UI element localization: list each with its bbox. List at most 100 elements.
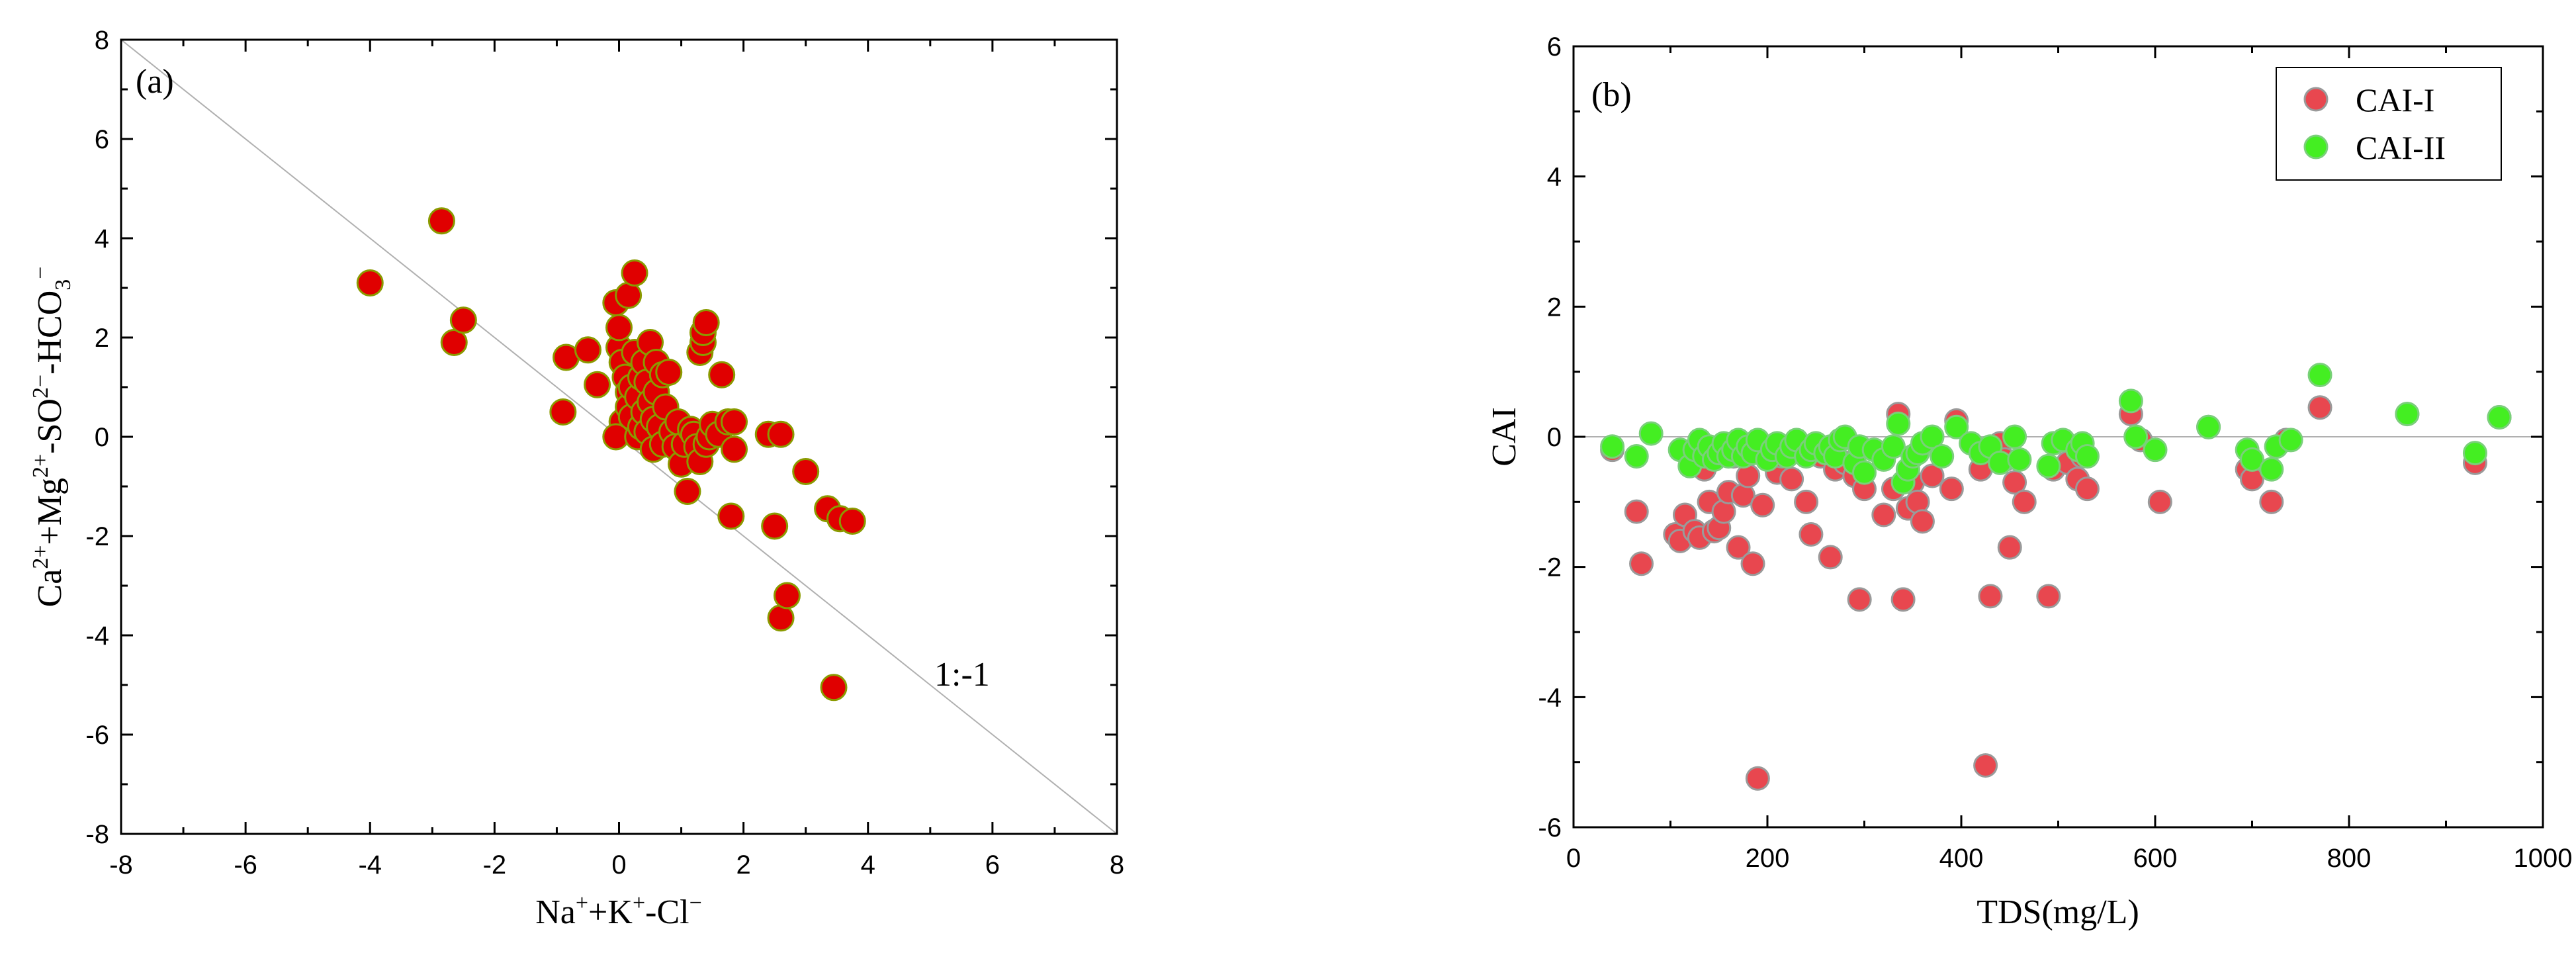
b-xtick-label: 400	[1939, 844, 1984, 873]
data-point	[708, 361, 736, 388]
data-point-cai-ii	[2036, 453, 2061, 478]
data-point-cai-i	[2074, 476, 2100, 502]
data-point-cai-ii	[2074, 444, 2100, 469]
data-point-cai-i	[1847, 587, 1872, 612]
data-point-cai-i	[1750, 492, 1775, 518]
data-point	[717, 502, 745, 530]
a-ytick-label: -8	[85, 820, 109, 849]
a-xtick-label: 2	[736, 850, 751, 880]
data-point-cai-ii	[1624, 444, 1649, 469]
data-point-cai-i	[1794, 489, 1819, 514]
data-point-cai-ii	[2002, 424, 2027, 449]
b-xtick-label: 200	[1746, 844, 1790, 873]
data-point	[721, 435, 748, 463]
data-point-cai-ii	[1886, 411, 1911, 436]
data-point	[674, 478, 701, 505]
a-ytick-label: -2	[85, 522, 109, 551]
data-point	[820, 674, 848, 702]
b-ytick-label: -4	[1538, 683, 1562, 712]
b-ytick-label: 4	[1547, 163, 1562, 192]
data-point-cai-i	[1973, 753, 1998, 778]
data-point-cai-i	[1939, 476, 1964, 502]
legend-label-cai-ii: CAI-II	[2356, 129, 2446, 166]
data-point-cai-i	[1890, 587, 1916, 612]
a-xtick-label: -2	[483, 850, 507, 880]
scatter-points-a	[356, 207, 866, 702]
a-xtick-label: 6	[985, 850, 1000, 880]
data-point-cai-i	[1799, 522, 1824, 547]
data-point-cai-ii	[2196, 414, 2221, 439]
data-point	[655, 359, 683, 386]
data-point-cai-ii	[2462, 441, 2487, 466]
x-axis-label-b: TDS(mg/L)	[1976, 893, 2139, 931]
a-ytick-label: 8	[95, 26, 109, 55]
data-point-cai-ii	[2307, 363, 2332, 388]
legend-box	[2276, 67, 2502, 181]
data-point-cai-ii	[2395, 402, 2420, 427]
data-point-cai-i	[1978, 584, 2003, 609]
data-point-cai-i	[2147, 489, 2172, 514]
data-point-cai-ii	[2278, 428, 2303, 453]
data-point-cai-ii	[1930, 444, 1955, 469]
data-point-cai-i	[2307, 395, 2332, 420]
a-xtick-label: -4	[358, 850, 382, 880]
legend: CAI-I CAI-II	[2276, 67, 2502, 181]
b-xtick-label: 0	[1566, 844, 1581, 873]
data-point	[761, 512, 789, 540]
panel-a: -8 -6 -4 -2 0 2 4 6 8 -8 -6 -4 -2 0 2 4 6 8 (a) 1:-1 Na++…	[28, 26, 1124, 931]
data-point-cai-ii	[1852, 460, 1877, 485]
legend-label-cai-i: CAI-I	[2356, 81, 2434, 118]
a-xtick-label: 4	[861, 850, 875, 880]
y-axis-label-b: CAI	[1486, 407, 1523, 467]
b-ytick-label: 2	[1547, 293, 1562, 322]
data-point-cai-i	[1726, 535, 1751, 560]
data-point-cai-i	[1745, 766, 1770, 791]
panel-b: 0 200 400 600 800 1000 -6 -4 -2 0 2 4 6 (b) TDS(mg/L…	[1486, 32, 2572, 931]
data-point-cai-ii	[1944, 414, 1969, 439]
b-xtick-label: 600	[2133, 844, 2178, 873]
a-ytick-label: -6	[85, 721, 109, 750]
data-point-cai-i	[1997, 535, 2022, 560]
data-point-cai-i	[1624, 499, 1649, 524]
data-point-cai-i	[2012, 489, 2037, 514]
a-xtick-label: -6	[234, 850, 257, 880]
data-point-cai-ii	[2123, 424, 2149, 449]
data-point	[427, 207, 455, 235]
a-ytick-label: 0	[95, 423, 109, 452]
data-point	[605, 314, 633, 341]
data-point-cai-i	[1871, 502, 1896, 527]
y-axis-label-a: Ca2++Mg2+-SO2−-HCO3−	[28, 267, 75, 608]
data-point	[767, 420, 795, 448]
a-xtick-label: 0	[611, 850, 626, 880]
data-point-cai-ii	[1600, 434, 1625, 459]
a-xtick-label: 8	[1110, 850, 1124, 880]
data-point	[838, 508, 866, 535]
b-xtick-label: 1000	[2514, 844, 2573, 873]
a-ytick-label: 2	[95, 324, 109, 353]
b-ytick-label: 0	[1547, 423, 1562, 452]
data-point-cai-ii	[2143, 437, 2168, 463]
data-point-cai-i	[1920, 463, 1945, 488]
data-point-cai-i	[1629, 551, 1654, 576]
data-point-cai-i	[1910, 509, 1935, 534]
data-point-cai-ii	[1881, 434, 1906, 459]
data-point-cai-i	[2259, 489, 2284, 514]
panel-label-a: (a)	[136, 63, 174, 101]
data-point-cai-i	[1818, 545, 1843, 570]
ticks-b: 0 200 400 600 800 1000 -6 -4 -2 0 2 4 6	[1538, 32, 2572, 873]
data-point	[621, 259, 648, 287]
b-xtick-label: 800	[2327, 844, 2372, 873]
data-point	[615, 281, 643, 309]
data-point-cai-i	[2002, 470, 2027, 495]
data-point	[574, 336, 601, 364]
data-point-cai-i	[1740, 551, 1765, 576]
data-point-cai-ii	[2487, 405, 2512, 430]
ticks-a: -8 -6 -4 -2 0 2 4 6 8 -8 -6 -4 -2 0 2 4 6 8	[85, 26, 1124, 880]
data-point	[356, 269, 384, 296]
data-point-cai-ii	[1638, 421, 1664, 446]
data-point	[449, 306, 477, 334]
data-point-cai-ii	[2259, 457, 2284, 482]
data-point	[692, 309, 720, 336]
data-point-cai-ii	[2240, 447, 2264, 472]
